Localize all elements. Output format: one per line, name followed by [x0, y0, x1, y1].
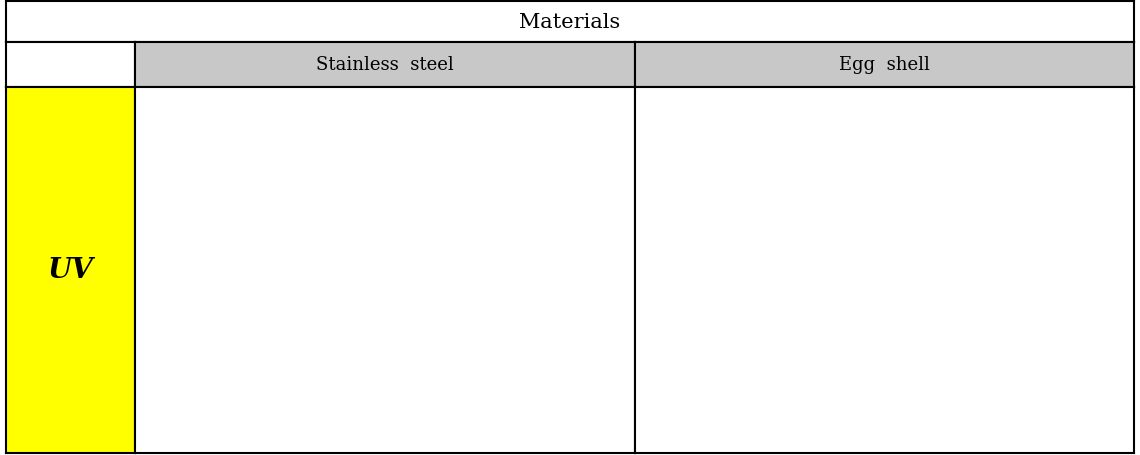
- Y-axis label: Log CFU/cm² (ml): Log CFU/cm² (ml): [666, 203, 675, 298]
- Text: Egg  shell: Egg shell: [839, 56, 930, 74]
- Legend: Bio film, Planktonic cell: Bio film, Planktonic cell: [507, 104, 616, 136]
- Text: Materials: Materials: [520, 13, 620, 32]
- Legend: Biofilm, Planktonic cell: Biofilm, Planktonic cell: [1007, 104, 1115, 136]
- X-axis label: UV irradiation (mWs/cm²): UV irradiation (mWs/cm²): [841, 425, 977, 434]
- X-axis label: UV irradiation (mWs/cm²): UV irradiation (mWs/cm²): [342, 425, 478, 434]
- Y-axis label: Log CFU/cm² (ml): Log CFU/cm² (ml): [166, 203, 176, 298]
- Text: UV: UV: [48, 257, 93, 284]
- Text: Stainless  steel: Stainless steel: [316, 56, 454, 74]
